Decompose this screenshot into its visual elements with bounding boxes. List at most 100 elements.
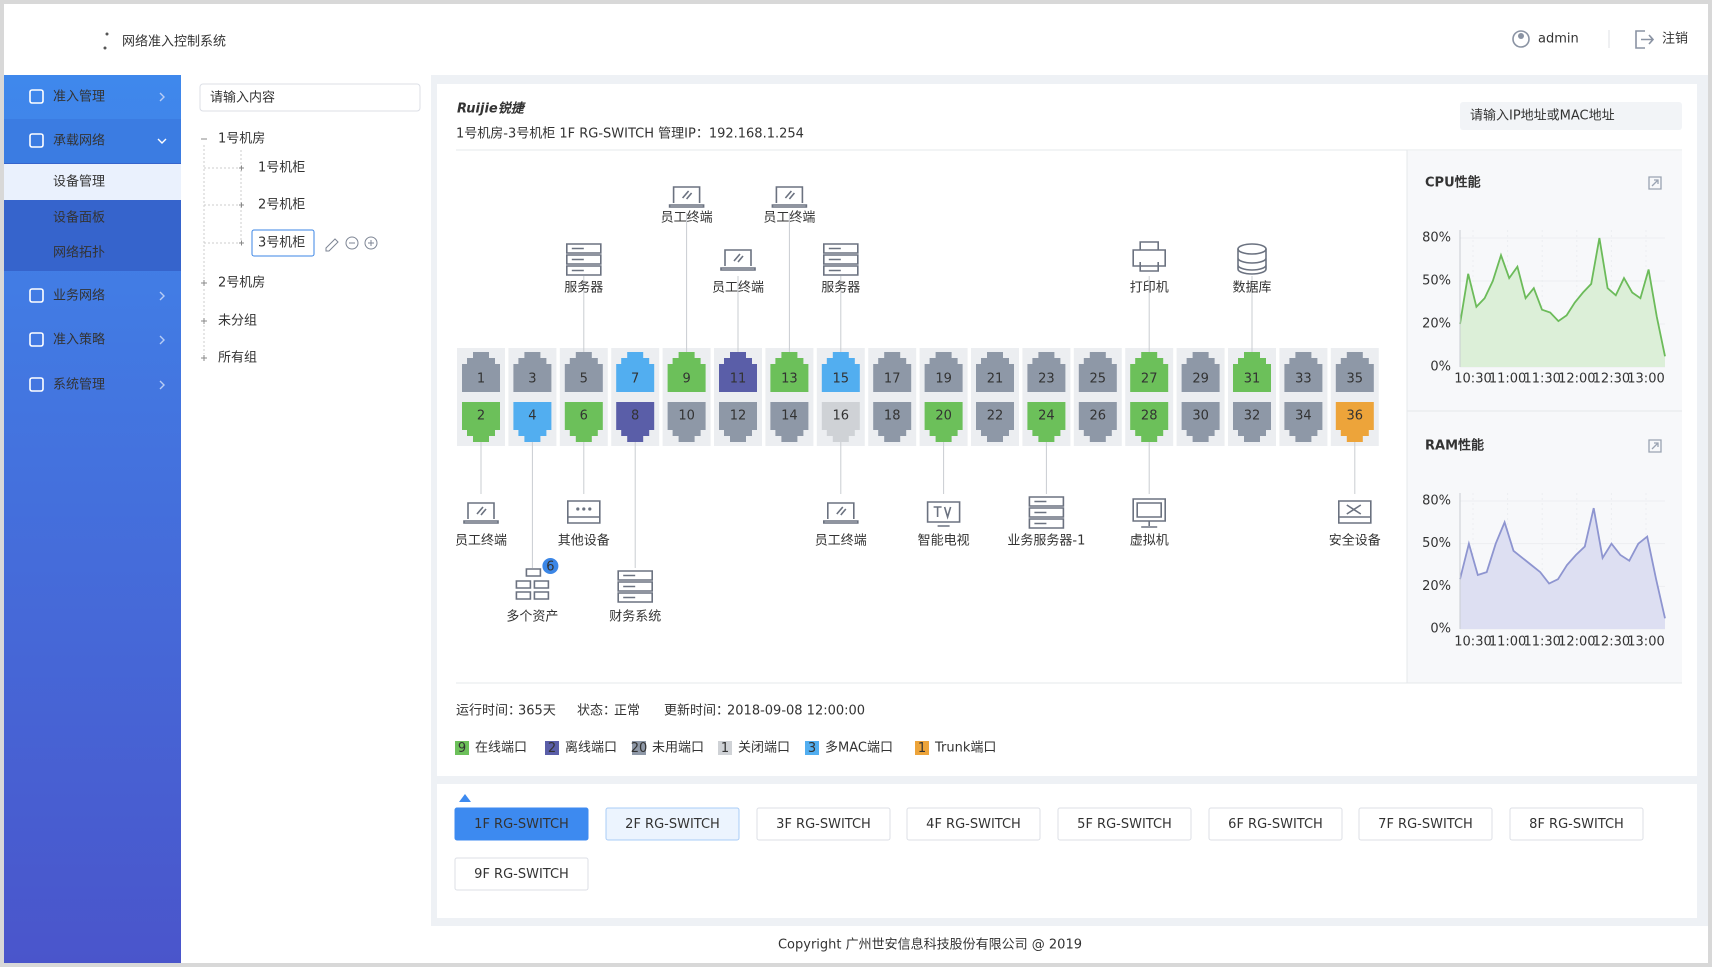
tree-node[interactable]: 2号机柜: [258, 198, 305, 213]
port: [1181, 402, 1220, 442]
port: [667, 402, 706, 442]
logout-icon: [1635, 30, 1655, 49]
device-label[interactable]: 打印机: [1130, 281, 1169, 296]
submenu-item[interactable]: 网络拓扑: [53, 245, 105, 261]
device-icon: [1028, 518, 1065, 529]
x-tick-label: 12:00: [1558, 372, 1595, 387]
submenu-item[interactable]: 设备面板: [53, 210, 105, 226]
switch-tab-label[interactable]: 3F RG-SWITCH: [776, 817, 871, 832]
remove-icon[interactable]: [345, 236, 359, 250]
menu-item[interactable]: 准入策略: [53, 332, 105, 348]
port-number: 36: [1347, 409, 1364, 424]
switch-tab-label[interactable]: 8F RG-SWITCH: [1529, 817, 1624, 832]
legend-count: 9: [458, 741, 466, 756]
tree-node[interactable]: 所有组: [218, 351, 257, 366]
user-icon: [1518, 33, 1524, 39]
device-label[interactable]: 其他设备: [558, 533, 610, 549]
switch-tab-label[interactable]: 9F RG-SWITCH: [474, 867, 569, 882]
add-icon[interactable]: [364, 236, 378, 250]
port-number: 3: [528, 372, 536, 387]
device-label[interactable]: 服务器: [821, 280, 860, 296]
port: [821, 402, 860, 442]
legend-count: 2: [548, 741, 556, 756]
edit-icon[interactable]: [325, 238, 339, 252]
y-tick-label: 50%: [1422, 274, 1451, 289]
ip-search[interactable]: [1460, 102, 1682, 130]
port-number: 10: [678, 409, 695, 424]
switch-tab[interactable]: [906, 807, 1041, 841]
tree-node[interactable]: 3号机柜: [258, 236, 305, 251]
user-name[interactable]: admin: [1538, 32, 1579, 47]
tree-node[interactable]: 未分组: [218, 314, 257, 329]
switch-tab-label[interactable]: 7F RG-SWITCH: [1378, 817, 1473, 832]
badge: [542, 558, 559, 574]
switch-tab-label[interactable]: 6F RG-SWITCH: [1228, 817, 1323, 832]
port-number: 14: [781, 409, 798, 424]
x-tick-label: 12:30: [1593, 635, 1630, 650]
switch-tab-label[interactable]: 5F RG-SWITCH: [1077, 817, 1172, 832]
device-label[interactable]: 员工终端: [763, 210, 815, 226]
device-label[interactable]: 业务服务器-1: [1007, 533, 1085, 549]
port: [976, 402, 1014, 442]
legend-count: 20: [631, 741, 648, 756]
switch-tab[interactable]: [1057, 807, 1192, 841]
x-tick-label: 12:00: [1558, 635, 1595, 650]
switch-tab-label[interactable]: 2F RG-SWITCH: [625, 817, 720, 832]
device-icon: [668, 186, 705, 208]
menu-item[interactable]: 承载网络: [53, 133, 105, 149]
chart-line: [1459, 237, 1666, 357]
switch-tab-label[interactable]: 4F RG-SWITCH: [926, 817, 1021, 832]
legend-swatch: [915, 741, 929, 755]
device-label[interactable]: 多个资产: [506, 609, 558, 625]
submenu-item[interactable]: 设备管理: [53, 174, 105, 190]
menu-item[interactable]: 业务网络: [53, 288, 105, 304]
device-label[interactable]: 员工终端: [815, 533, 867, 549]
tree-node[interactable]: 2号机房: [218, 275, 265, 291]
device-label[interactable]: 安全设备: [1329, 533, 1381, 549]
device-label[interactable]: 虚拟机: [1130, 534, 1169, 549]
device-icon: [771, 186, 808, 208]
device-icon: [566, 243, 602, 254]
menu-item[interactable]: 系统管理: [53, 378, 105, 393]
port-number: 19: [935, 372, 952, 387]
tree-node[interactable]: 1号机房: [218, 131, 265, 147]
device-icon: [926, 501, 961, 527]
port-number: 1: [477, 372, 485, 387]
port: [1233, 402, 1271, 442]
switch-tab[interactable]: [756, 807, 891, 841]
expand-icon[interactable]: [1648, 176, 1662, 190]
menu-active-bg: [4, 119, 181, 163]
port-number: 34: [1295, 409, 1312, 424]
switch-tab[interactable]: [454, 807, 589, 841]
switch-tab-label[interactable]: 1F RG-SWITCH: [474, 817, 569, 832]
y-tick-label: 0%: [1430, 622, 1451, 637]
device-label[interactable]: 智能电视: [918, 534, 970, 549]
menu-icon: [29, 332, 44, 347]
switch-tab[interactable]: [1509, 807, 1644, 841]
legend-label: 离线端口: [565, 740, 617, 756]
switch-tab[interactable]: [454, 857, 589, 891]
port: [770, 352, 809, 392]
switch-tab[interactable]: [1358, 807, 1493, 841]
logout[interactable]: 注销: [1662, 32, 1688, 47]
tree-node[interactable]: 1号机柜: [258, 161, 305, 176]
switch-tab[interactable]: [605, 807, 740, 841]
device-label[interactable]: 数据库: [1232, 280, 1271, 296]
device-label[interactable]: 员工终端: [712, 280, 764, 296]
port-number: 9: [682, 372, 690, 387]
logo-dot: [105, 32, 109, 36]
port-number: 29: [1192, 372, 1209, 387]
y-tick-label: 20%: [1422, 579, 1451, 594]
device-label[interactable]: 员工终端: [455, 533, 507, 549]
menu-item[interactable]: 准入管理: [53, 90, 105, 105]
tree-search[interactable]: [199, 83, 421, 112]
port: [1233, 352, 1271, 392]
chart-line: [1459, 507, 1666, 619]
expand-icon[interactable]: [1648, 439, 1662, 453]
device-label[interactable]: 员工终端: [661, 210, 713, 226]
device-label[interactable]: 服务器: [564, 280, 603, 296]
port: [564, 352, 603, 392]
device-label[interactable]: 财务系统: [609, 609, 661, 625]
device-icon: [1237, 249, 1267, 275]
switch-tab[interactable]: [1208, 807, 1343, 841]
